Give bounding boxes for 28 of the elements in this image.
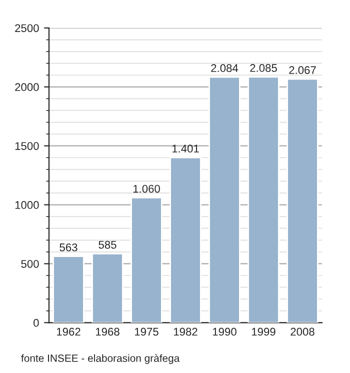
bar [286,78,318,323]
data-label: 2.067 [289,66,316,74]
bar [92,252,124,323]
bar [208,76,240,323]
y-tick-label: 2500 [15,24,39,32]
source-note: fonte INSEE - elaborasion gràfega [21,354,180,364]
data-label: 2.085 [250,64,277,72]
data-label: 1.060 [133,184,160,193]
x-tick-label: 1999 [252,328,276,336]
x-tick-label: 1975 [134,328,158,336]
y-tick-label: 0 [34,318,39,327]
bar [170,156,202,323]
x-tick-label: 1962 [56,328,80,336]
x-tick-label: 1990 [212,328,236,336]
x-tick-label: 2008 [290,328,314,336]
data-label: 2.084 [211,64,238,72]
y-tick-label: 1500 [15,142,39,150]
bar [52,256,84,323]
data-label: 563 [60,243,78,252]
bar [248,76,280,323]
data-label: 585 [98,240,116,249]
data-label: 1.401 [172,144,199,153]
bar [130,197,162,323]
y-tick-label: 2000 [15,83,39,92]
x-tick-label: 1982 [174,328,198,336]
y-tick-label: 500 [21,260,39,268]
x-tick-label: 1968 [96,328,120,336]
y-tick-label: 1000 [15,201,39,209]
